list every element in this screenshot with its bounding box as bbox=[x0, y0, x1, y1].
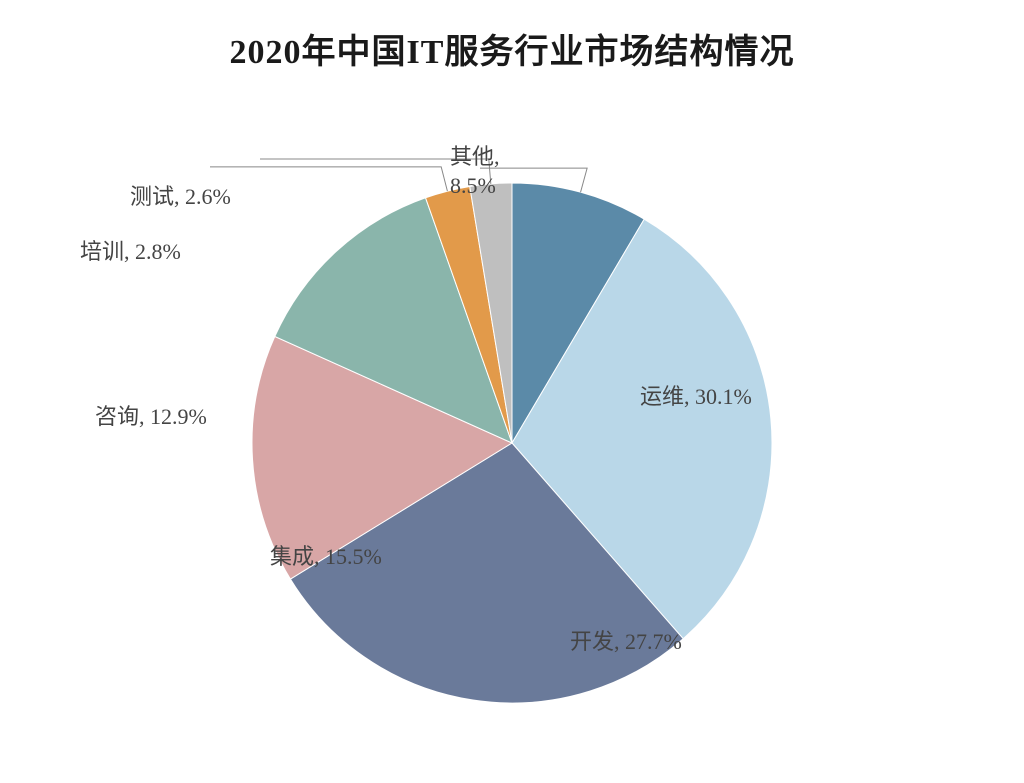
pie-chart-container: 其他, 8.5% 运维, 30.1% 开发, 27.7% 集成, 15.5% 咨询, 1… bbox=[0, 83, 1024, 783]
slice-label-测试: 测试, 2.6% bbox=[130, 183, 231, 212]
slice-label-开发: 开发, 27.7% bbox=[570, 628, 682, 657]
slice-label-咨询: 咨询, 12.9% bbox=[95, 403, 207, 432]
slice-label-培训: 培训, 2.8% bbox=[80, 238, 181, 267]
leader-line-培训 bbox=[210, 167, 447, 191]
chart-title: 2020年中国IT服务行业市场结构情况 bbox=[0, 0, 1024, 73]
slice-label-集成: 集成, 15.5% bbox=[270, 543, 382, 572]
slice-label-运维: 运维, 30.1% bbox=[640, 383, 752, 412]
slice-label-其他: 其他, 8.5% bbox=[450, 143, 500, 200]
